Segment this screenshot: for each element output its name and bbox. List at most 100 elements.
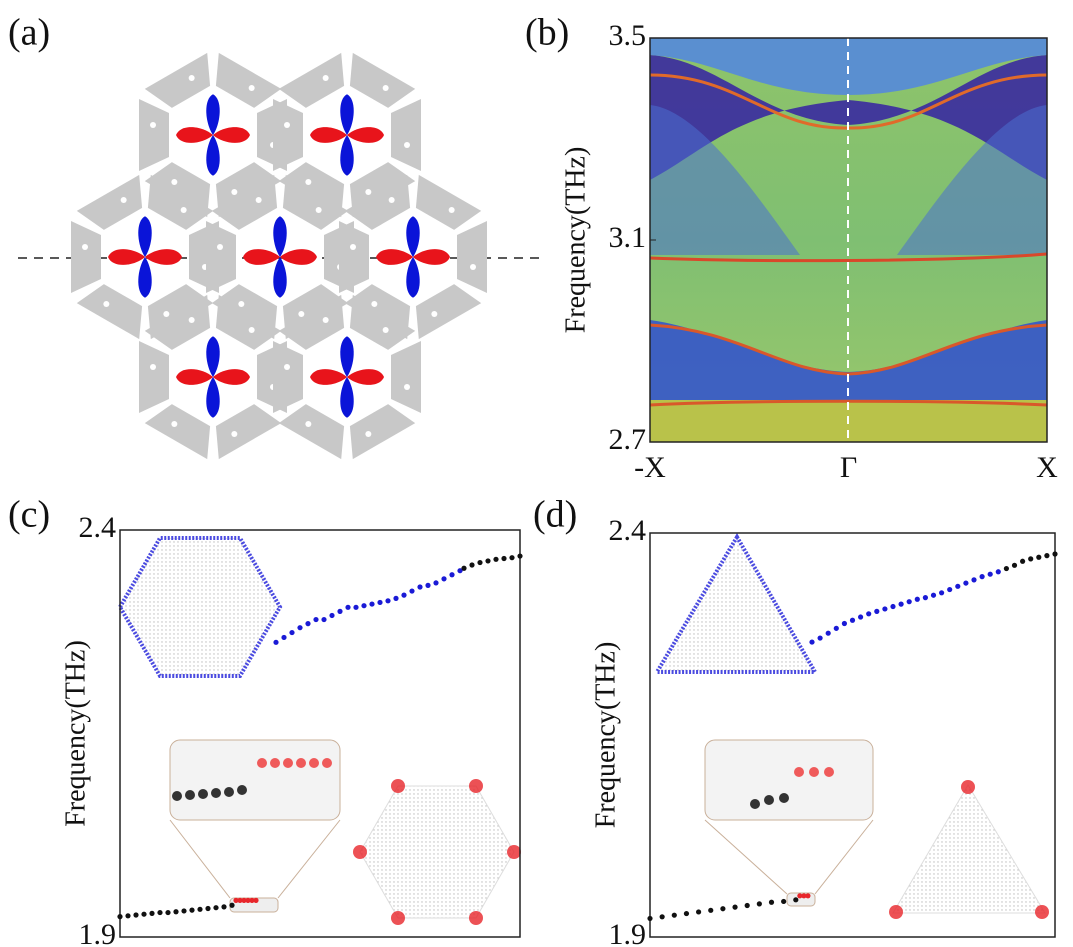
orbital-lobe <box>176 127 213 143</box>
eigenmode-point <box>647 915 653 922</box>
zoom-points <box>750 767 834 809</box>
y-tick-label: 2.7 <box>609 423 647 456</box>
orbital-lobe <box>406 216 420 257</box>
eigenmode-point <box>249 897 255 903</box>
zoom-inset <box>169 739 341 821</box>
y-axis-label: Frequency(THz) <box>590 642 621 829</box>
eigenmode-point <box>1003 565 1010 572</box>
y-tick-label: 3.1 <box>609 221 647 254</box>
x-tick-label: -X <box>634 451 666 484</box>
orbital-lobe <box>213 369 250 385</box>
lattice-piece <box>139 341 169 413</box>
lattice-piece <box>349 52 416 108</box>
eigenmode-point <box>971 577 977 583</box>
eigenmode-point <box>720 906 726 912</box>
lattice-hole <box>365 430 372 437</box>
x-tick-label: Γ <box>840 451 857 484</box>
lattice-hole <box>255 197 262 204</box>
eigenmode-point <box>345 604 351 610</box>
lattice-piece <box>457 221 487 293</box>
orbital-lobe <box>108 249 145 265</box>
lattice-hole <box>322 317 329 324</box>
eigenmode-point <box>955 583 961 589</box>
eigenmode-point <box>849 617 856 623</box>
orbital-lobe <box>176 369 213 385</box>
lattice-hole <box>431 310 438 317</box>
eigenmode-point <box>305 621 311 627</box>
eigenmode-point <box>509 555 515 561</box>
eigenmode-point <box>417 584 423 590</box>
y-axis-label: Frequency(THz) <box>560 147 591 334</box>
orbital-lobe <box>273 257 287 298</box>
eigenmode-point <box>963 580 969 586</box>
zoom-points <box>172 758 332 801</box>
lattice-inset <box>892 784 1046 914</box>
eigenmode-point <box>241 897 247 903</box>
panel-label: (a) <box>8 12 50 54</box>
lattice-piece <box>139 99 169 171</box>
lattice-hole <box>365 188 372 195</box>
lattice-piece <box>147 174 214 230</box>
lattice-hole <box>470 264 476 270</box>
orbital-lobe <box>273 216 287 257</box>
band-map <box>650 38 1047 442</box>
eigenmode-point <box>353 604 359 610</box>
lattice-hole <box>188 317 195 324</box>
lattice-piece <box>76 284 143 340</box>
orbital-lobe <box>340 94 354 135</box>
orbital-lobe <box>310 127 347 143</box>
lattice-hole <box>322 75 329 82</box>
y-tick-label: 1.9 <box>609 918 647 947</box>
eigenmode-point <box>281 634 287 641</box>
eigenmode-point <box>939 590 945 596</box>
eigenmode-point <box>425 582 431 588</box>
eigenmode-point <box>149 910 155 916</box>
lattice-hole <box>382 327 389 334</box>
panel-label: (b) <box>525 12 569 54</box>
eigenmode-point <box>313 616 319 623</box>
lattice-hole <box>120 197 127 204</box>
eigenmode-point <box>409 588 415 594</box>
orbital-lobe <box>206 135 220 176</box>
eigenmode-point <box>337 608 343 615</box>
lattice-hole <box>448 207 455 214</box>
eigenmode-point <box>141 911 147 917</box>
eigenmode-point <box>1052 551 1058 557</box>
lattice-piece <box>273 99 303 171</box>
plot-frame <box>119 529 521 938</box>
lattice-piece <box>144 404 211 460</box>
eigenmode-point <box>457 568 463 574</box>
y-tick-label: 1.9 <box>79 918 117 947</box>
eigenmode-point <box>173 909 179 915</box>
eigenmode-point <box>805 893 811 899</box>
eigenmode-point <box>817 635 823 641</box>
eigenmode-point <box>696 909 702 915</box>
x-tick-label: X <box>1036 451 1058 484</box>
zoom-line <box>277 819 341 899</box>
lattice-hole <box>350 244 356 250</box>
y-tick-label: 2.4 <box>79 511 117 544</box>
lattice-piece <box>273 341 303 413</box>
plot-frame <box>649 532 1056 938</box>
orbital-lobe <box>376 249 413 265</box>
lattice-hole <box>305 178 312 185</box>
panel-label: (c) <box>8 494 50 536</box>
lattice-inset <box>359 785 515 919</box>
eigenmode-point <box>797 893 803 899</box>
lattice-hole <box>284 364 290 370</box>
lattice-hole <box>150 122 156 128</box>
lattice-inset <box>117 536 283 678</box>
eigenmode-point <box>433 580 439 586</box>
eigenmode-point <box>858 614 864 620</box>
orbital-lobe <box>280 249 317 265</box>
band-region <box>650 55 1047 180</box>
y-tick-label: 2.4 <box>609 514 647 547</box>
zoom-inset <box>704 739 874 821</box>
lattice-piece <box>339 221 369 293</box>
eigenmode-point <box>133 912 139 918</box>
corner-states <box>889 780 1049 919</box>
eigenmode-point <box>995 569 1001 575</box>
lattice-hole <box>188 75 195 82</box>
orbital-lobe <box>406 257 420 298</box>
eigenmode-point <box>825 630 831 636</box>
